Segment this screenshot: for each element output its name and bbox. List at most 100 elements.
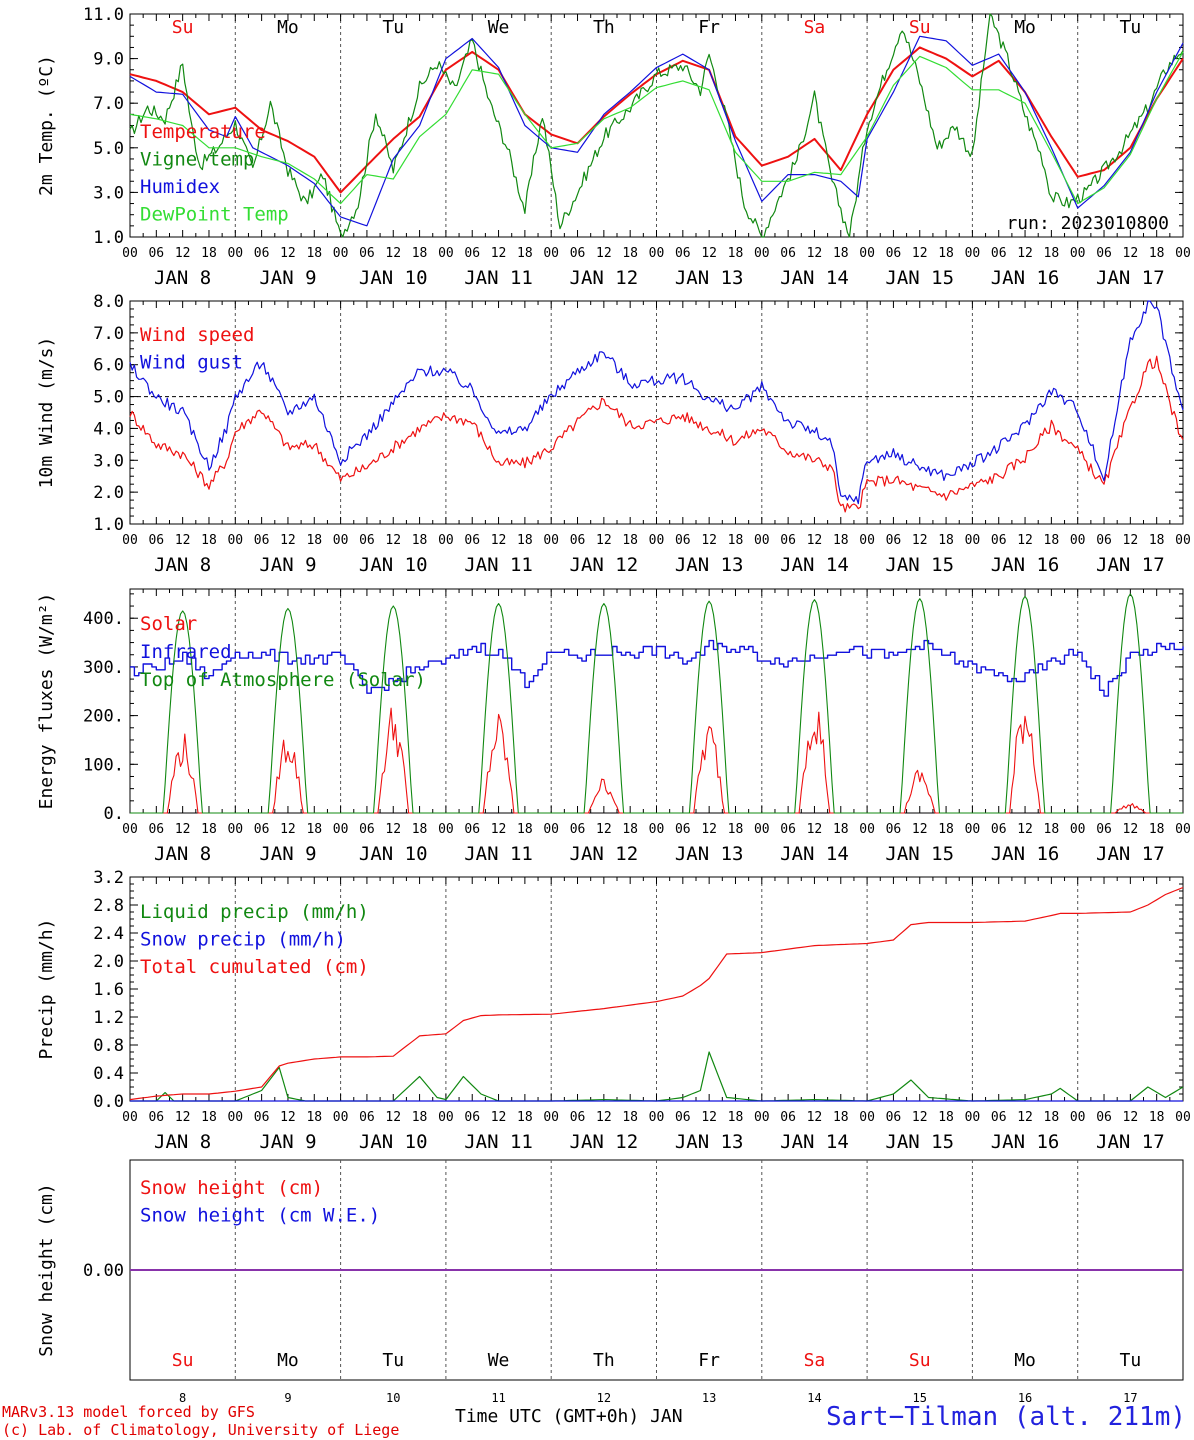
y-tick-label: 3.0 (93, 183, 124, 203)
hour-tick-label: 12 (175, 822, 191, 837)
y-tick-label: 2.4 (93, 924, 124, 944)
hour-tick-label: 12 (596, 533, 612, 548)
hour-tick-label: 00 (1070, 1110, 1086, 1125)
day-label: JAN 11 (464, 1131, 533, 1153)
weekday-label: Tu (382, 17, 404, 38)
hour-tick-label: 12 (491, 1110, 507, 1125)
plot-series-group (129, 886, 1184, 1102)
hour-tick-label: 18 (622, 822, 638, 837)
hour-tick-label: 12 (701, 1110, 717, 1125)
hour-tick-label: 06 (464, 533, 480, 548)
day-label: JAN 8 (154, 554, 211, 576)
hour-tick-label: 00 (649, 246, 665, 261)
hour-tick-label: 00 (543, 246, 559, 261)
day-label: JAN 16 (991, 554, 1060, 576)
hour-tick-label: 06 (148, 246, 164, 261)
day-label: JAN 9 (259, 1131, 316, 1153)
day-label: JAN 17 (1096, 267, 1165, 289)
hour-tick-label: 18 (728, 1110, 744, 1125)
hour-tick-label: 18 (412, 533, 428, 548)
hour-tick-label: 00 (543, 533, 559, 548)
day-label: JAN 14 (780, 554, 849, 576)
day-number-label: 14 (807, 1391, 821, 1405)
hour-tick-label: 18 (412, 822, 428, 837)
weekday-label: Tu (1120, 17, 1142, 38)
hour-tick-label: 18 (1044, 533, 1060, 548)
hour-tick-label: 18 (1149, 533, 1165, 548)
hour-tick-label: 12 (596, 1110, 612, 1125)
hour-tick-label: 18 (1044, 822, 1060, 837)
weekday-label: Tu (1120, 1350, 1142, 1371)
day-number-label: 12 (597, 1391, 611, 1405)
y-axis-title: Energy fluxes (W/m²) (36, 593, 57, 810)
day-label: JAN 13 (675, 267, 744, 289)
weekday-label: We (488, 1350, 510, 1371)
hour-tick-label: 12 (596, 822, 612, 837)
lab-credit: (c) Lab. of Climatology, University of L… (2, 1421, 400, 1439)
legend-entry: Liquid precip (mm/h) (140, 901, 369, 923)
series-infrared (130, 639, 1184, 697)
hour-tick-label: 00 (859, 1110, 875, 1125)
hour-tick-label: 06 (254, 1110, 270, 1125)
hour-tick-label: 12 (280, 1110, 296, 1125)
hour-tick-label: 00 (438, 246, 454, 261)
hour-tick-label: 06 (991, 533, 1007, 548)
day-label: JAN 15 (885, 843, 954, 865)
hour-tick-label: 12 (1123, 533, 1139, 548)
hour-tick-label: 18 (833, 533, 849, 548)
y-tick-label: 2.8 (93, 896, 124, 916)
weekday-label: Fr (698, 17, 720, 38)
y-tick-label: 0.00 (83, 1261, 124, 1281)
hour-tick-label: 12 (175, 246, 191, 261)
day-label: JAN 8 (154, 267, 211, 289)
hour-tick-label: 18 (306, 1110, 322, 1125)
series-wind-gust (129, 300, 1184, 505)
hour-tick-label: 00 (965, 1110, 981, 1125)
hour-tick-label: 06 (359, 533, 375, 548)
hour-tick-label: 00 (965, 533, 981, 548)
hour-tick-label: 18 (728, 533, 744, 548)
y-tick-label: 11.0 (83, 5, 124, 25)
y-tick-label: 1.0 (93, 515, 124, 535)
hour-tick-label: 00 (965, 246, 981, 261)
series-wind-speed (129, 355, 1184, 513)
hour-tick-label: 00 (754, 533, 770, 548)
hour-tick-label: 06 (675, 822, 691, 837)
plot-frame-1 (129, 300, 1184, 525)
y-tick-label: 300. (83, 658, 124, 678)
hour-tick-label: 18 (306, 246, 322, 261)
day-number-label: 17 (1123, 1391, 1137, 1405)
hour-tick-label: 18 (306, 822, 322, 837)
hour-tick-label: 06 (464, 1110, 480, 1125)
hour-tick-label: 12 (1017, 1110, 1033, 1125)
station-name: Sart−Tilman (alt. 211m) (825, 1402, 1186, 1432)
hour-tick-label: 12 (1123, 246, 1139, 261)
hour-tick-label: 06 (464, 822, 480, 837)
hour-tick-label: 18 (938, 1110, 954, 1125)
hour-tick-label: 00 (1175, 1110, 1191, 1125)
hour-tick-label: 00 (1070, 533, 1086, 548)
hour-tick-label: 18 (938, 822, 954, 837)
hour-tick-label: 00 (649, 822, 665, 837)
day-number-label: 11 (491, 1391, 505, 1405)
hour-tick-label: 12 (491, 246, 507, 261)
hour-tick-label: 06 (148, 1110, 164, 1125)
plot-series-group (129, 300, 1184, 513)
y-tick-label: 1.0 (93, 228, 124, 248)
legend-entry: Wind speed (140, 324, 254, 346)
hour-tick-label: 00 (122, 246, 138, 261)
day-label: JAN 13 (675, 1131, 744, 1153)
day-label: JAN 10 (359, 554, 428, 576)
legend-entry: Snow height (cm) (140, 1177, 323, 1199)
hour-tick-label: 12 (1017, 533, 1033, 548)
weekday-label: Mo (1014, 17, 1036, 38)
y-tick-label: 200. (83, 707, 124, 727)
hour-tick-label: 12 (1123, 822, 1139, 837)
day-number-label: 13 (702, 1391, 716, 1405)
day-label: JAN 17 (1096, 1131, 1165, 1153)
hour-tick-label: 00 (122, 533, 138, 548)
hour-tick-label: 06 (886, 533, 902, 548)
hour-tick-label: 06 (991, 1110, 1007, 1125)
y-tick-label: 3.0 (93, 451, 124, 471)
